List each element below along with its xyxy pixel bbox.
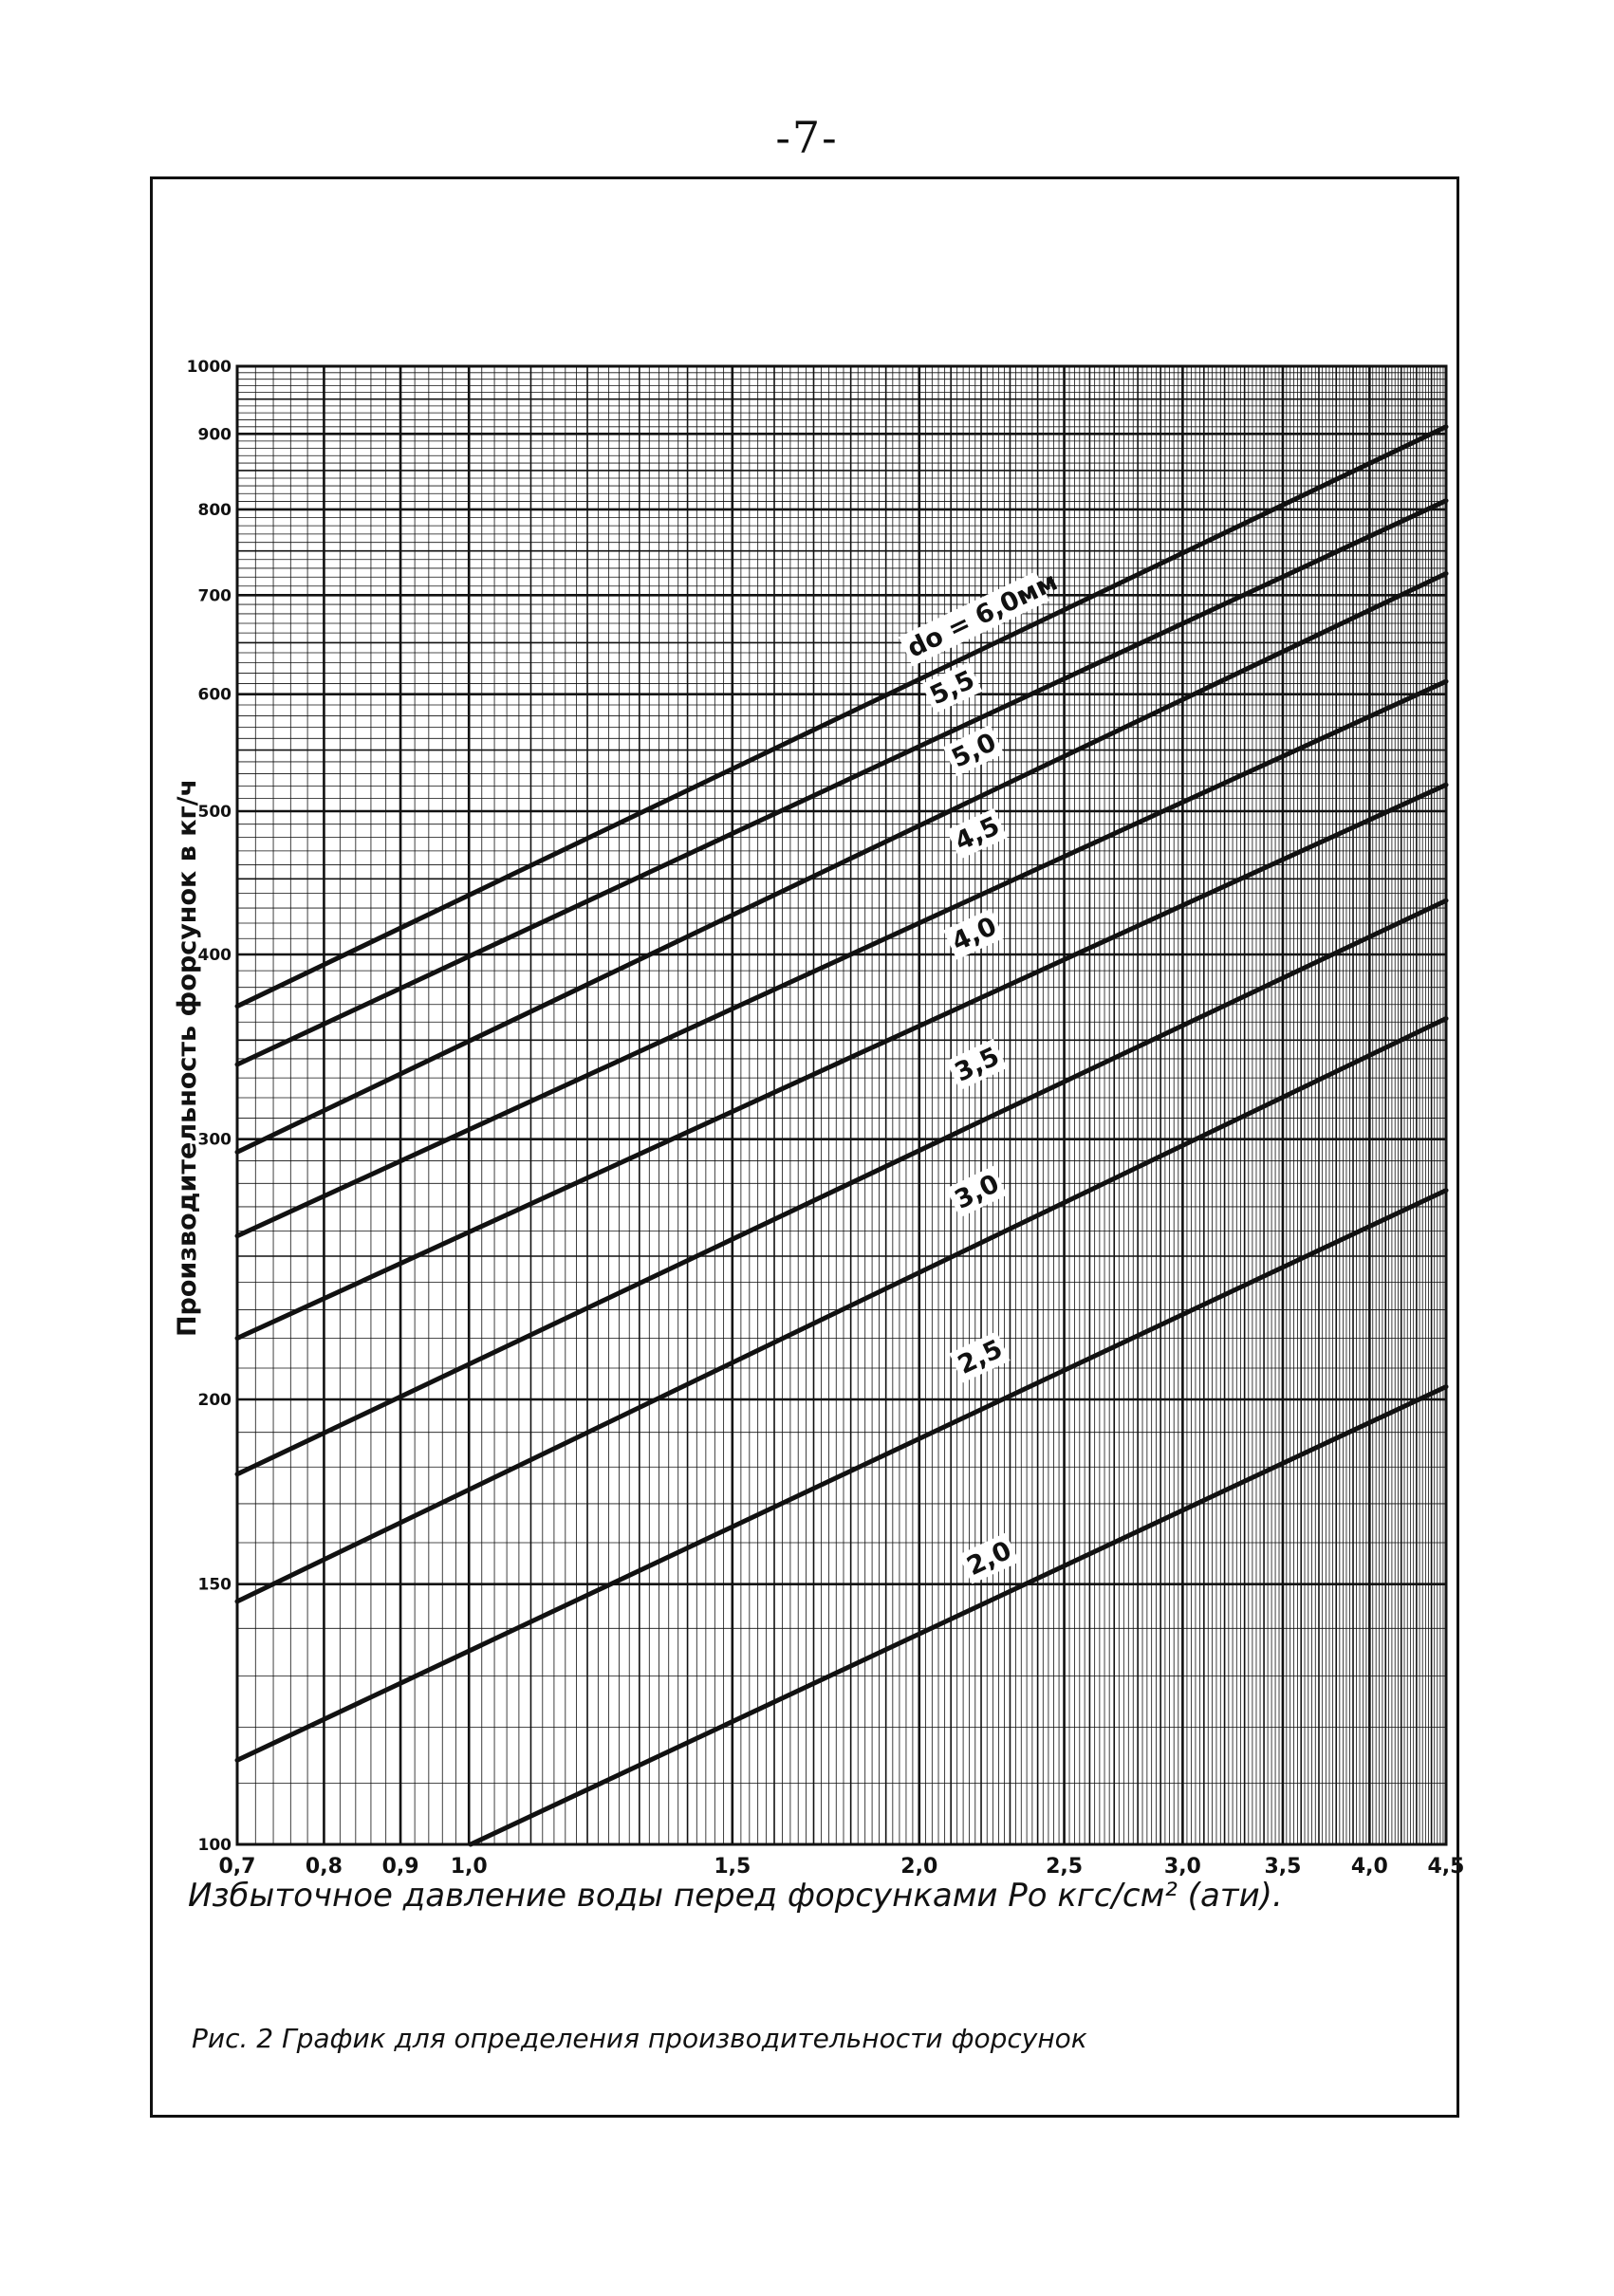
series-line-7 [234, 1188, 1449, 1763]
series-label-bg [899, 571, 1050, 667]
page-frame [150, 176, 1459, 2118]
x-tick-label: 0,7 [219, 1855, 256, 1879]
y-tick-label: 700 [198, 586, 232, 605]
y-tick-label: 1000 [187, 358, 232, 377]
y-tick-label: 400 [198, 946, 232, 965]
series-line-0 [234, 424, 1449, 1009]
chart-series [234, 424, 1449, 1847]
series-line-5 [234, 898, 1449, 1477]
x-tick-label: 0,9 [382, 1855, 419, 1879]
series-label-bg [946, 808, 1008, 860]
x-axis-label: Избыточное давление воды перед форсункам… [188, 1877, 1283, 1915]
series-label-bg [957, 1532, 1020, 1584]
x-tick-label: 0,8 [306, 1855, 343, 1879]
series-label-bg [942, 724, 1005, 777]
figure-caption: Рис. 2 График для определения производит… [192, 2023, 1087, 2054]
series-line-8 [468, 1384, 1449, 1847]
series-line-4 [234, 782, 1449, 1341]
series-line-2 [234, 571, 1449, 1155]
x-tick-label: 2,0 [900, 1855, 937, 1879]
series-line-3 [234, 678, 1449, 1239]
series-line-1 [234, 498, 1449, 1067]
x-tick-labels: 0,7 0,8 0,9 1,0 1,5 2,0 2,5 3,0 3,5 4,0 4,5 [219, 1855, 1465, 1879]
y-tick-label: 500 [198, 803, 232, 822]
y-tick-label: 900 [198, 425, 232, 444]
series-label-bg [946, 1165, 1008, 1218]
x-tick-label: 3,0 [1164, 1855, 1201, 1879]
plot-border [235, 364, 1448, 1846]
y-tick-label: 800 [198, 501, 232, 520]
x-tick-label: 1,5 [714, 1855, 751, 1879]
y-axis-label: Производительность форсунок в кг/ч [173, 779, 202, 1337]
page-number: -7- [775, 112, 839, 163]
y-tick-label: 200 [198, 1391, 232, 1410]
series-label-bg [946, 1038, 1008, 1091]
x-tick-label: 3,5 [1264, 1855, 1301, 1879]
y-tick-label: 100 [198, 1836, 232, 1855]
x-tick-label: 1,0 [451, 1855, 488, 1879]
series-label-bg [921, 661, 983, 713]
series-label-bg [943, 908, 1005, 960]
series-line-6 [234, 1016, 1449, 1604]
y-tick-label: 600 [198, 686, 232, 705]
y-tick-label: 300 [198, 1131, 232, 1150]
chart-grid [235, 364, 1448, 1846]
x-tick-label: 4,5 [1428, 1855, 1465, 1879]
series-label-bg [949, 1331, 1011, 1383]
y-tick-label: 150 [198, 1576, 232, 1595]
x-tick-label: 2,5 [1046, 1855, 1083, 1879]
x-tick-label: 4,0 [1351, 1855, 1388, 1879]
y-tick-labels: 100 150 200 300 400 500 600 700 800 900 1000 [187, 358, 232, 1855]
